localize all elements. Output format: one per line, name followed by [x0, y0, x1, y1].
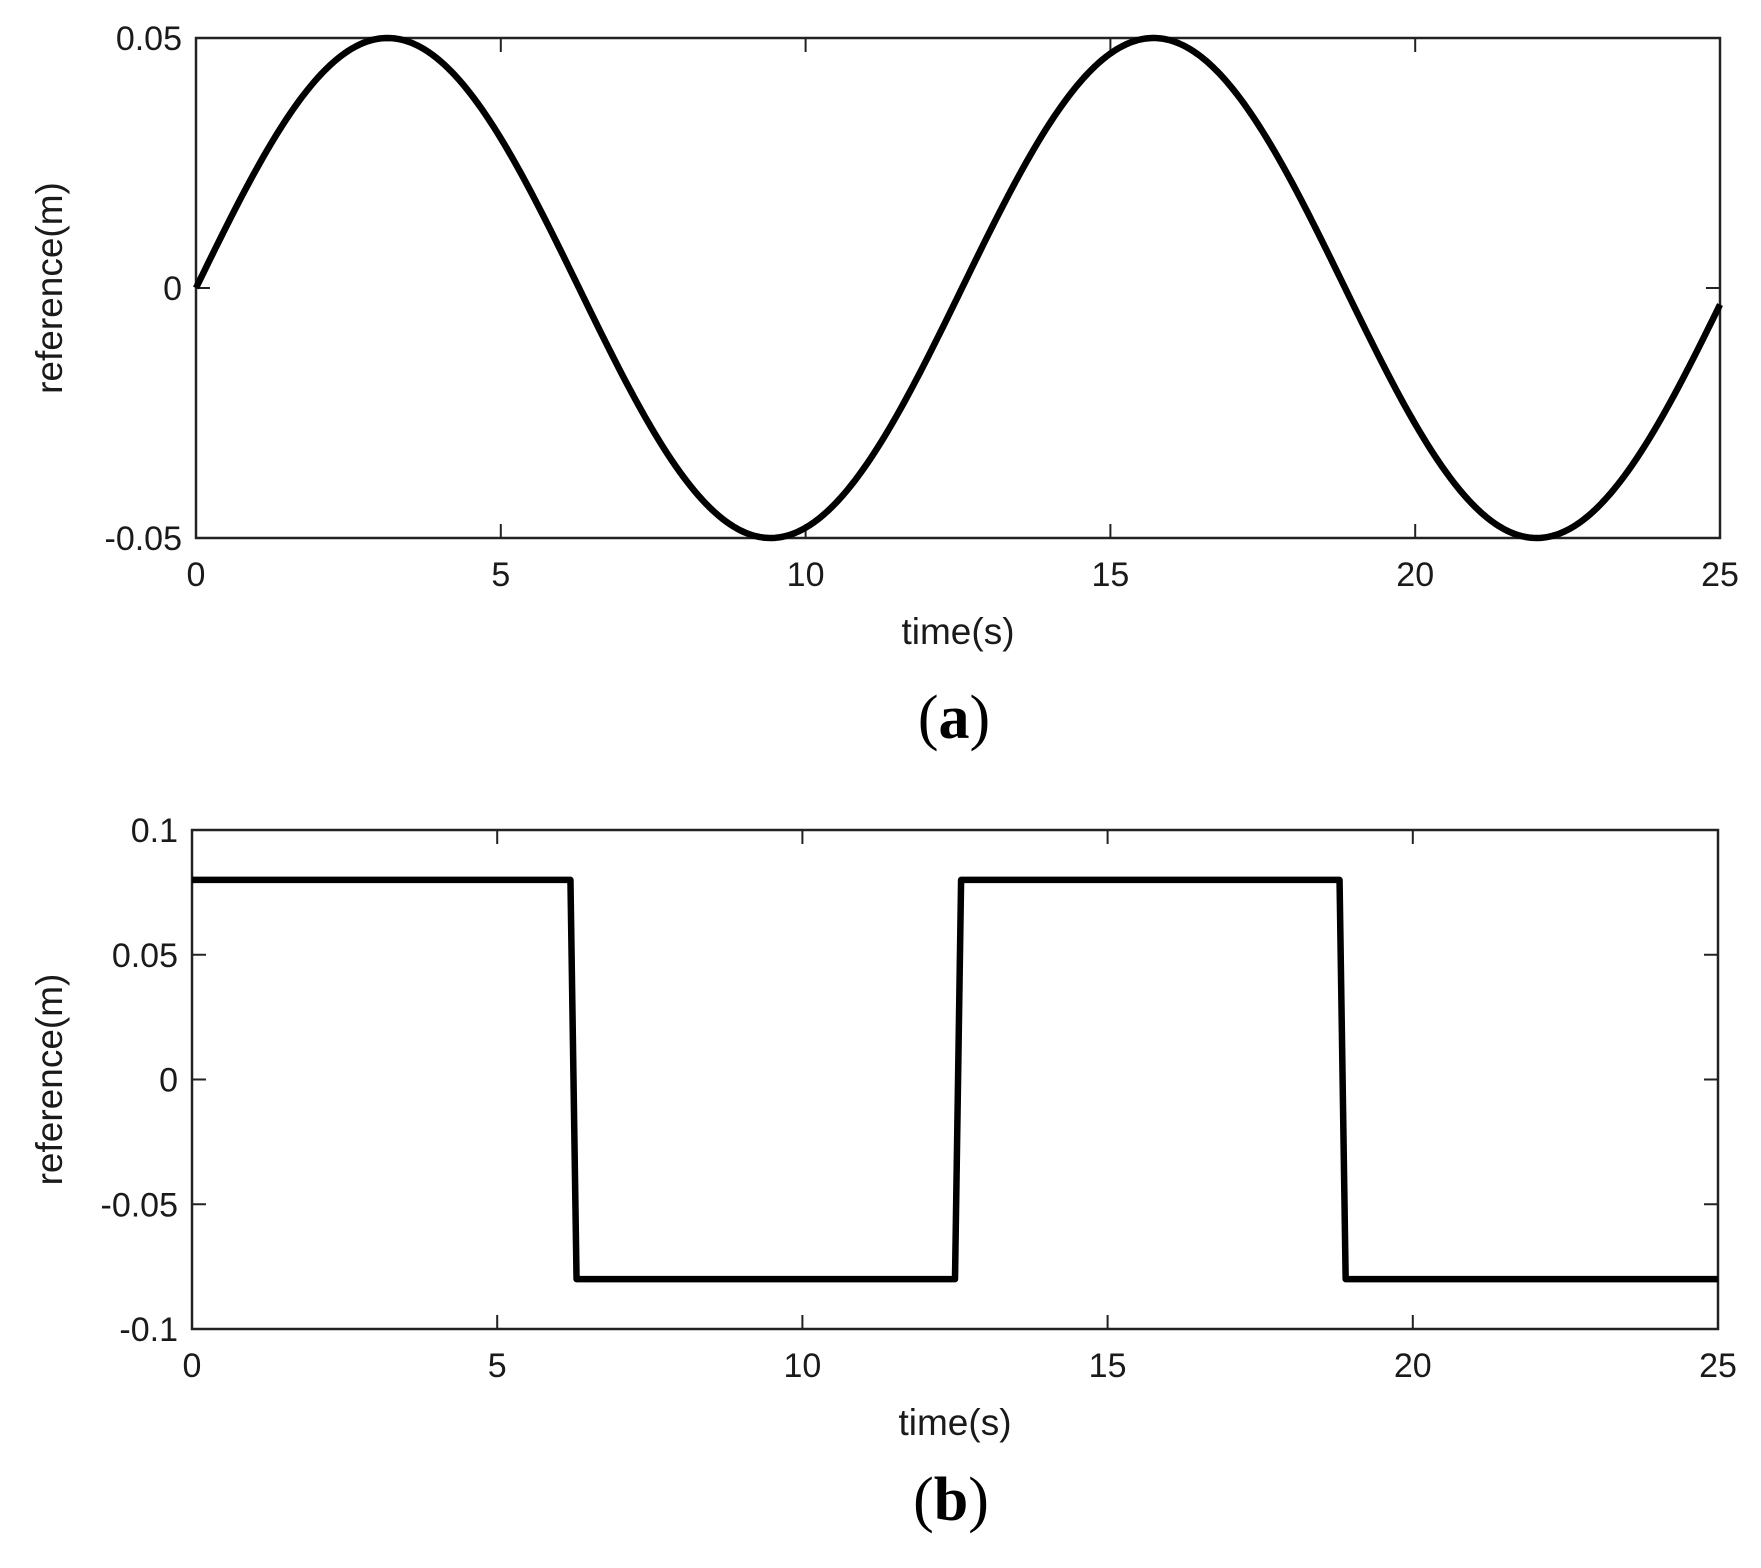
- x-axis-label: time(s): [901, 611, 1014, 652]
- y-tick-label: 0: [163, 270, 182, 308]
- chart-panel-b: 0 5 10 15 20 25 -0.1 -0.05 0 0.05 0.1 time(s) refere…: [29, 812, 1737, 1534]
- chart-panel-a: 0 5 10 15 20 25-0.0500.05time(s)reference(m)(…: [29, 20, 1739, 752]
- x-tick-label: 0: [183, 1347, 202, 1385]
- y-axis-label: reference(m): [29, 182, 70, 394]
- x-axis-label: time(s): [898, 1402, 1011, 1443]
- x-tick-label: 25: [1699, 1347, 1737, 1385]
- series-line-b: [192, 876, 1718, 1283]
- y-tick-label: 0.05: [112, 937, 178, 975]
- y-tick-label: -0.05: [105, 520, 183, 558]
- x-tick-label: 0: [187, 556, 206, 594]
- x-tick-label: 20: [1394, 1347, 1432, 1385]
- y-tick-label: -0.05: [101, 1186, 179, 1224]
- x-tick-label: 5: [488, 1347, 507, 1385]
- x-tick-label: 25: [1701, 556, 1739, 594]
- y-tick-label: 0: [159, 1062, 178, 1100]
- series-line-a: [193, 34, 1723, 542]
- x-tick-label: 5: [491, 556, 510, 594]
- panel-label-b: (b): [913, 1466, 989, 1534]
- y-axis-label: reference(m): [29, 974, 70, 1186]
- panel-label-a: (a): [918, 684, 990, 752]
- plot-frame: [194, 36, 1722, 540]
- y-tick-label: 0.1: [131, 812, 178, 850]
- y-tick-label: -0.1: [119, 1311, 178, 1349]
- x-tick-label: 10: [783, 1347, 821, 1385]
- x-tick-label: 20: [1396, 556, 1434, 594]
- x-tick-label: 15: [1091, 556, 1129, 594]
- x-tick-label: 15: [1089, 1347, 1127, 1385]
- x-tick-label: 10: [787, 556, 825, 594]
- y-tick-label: 0.05: [116, 20, 182, 58]
